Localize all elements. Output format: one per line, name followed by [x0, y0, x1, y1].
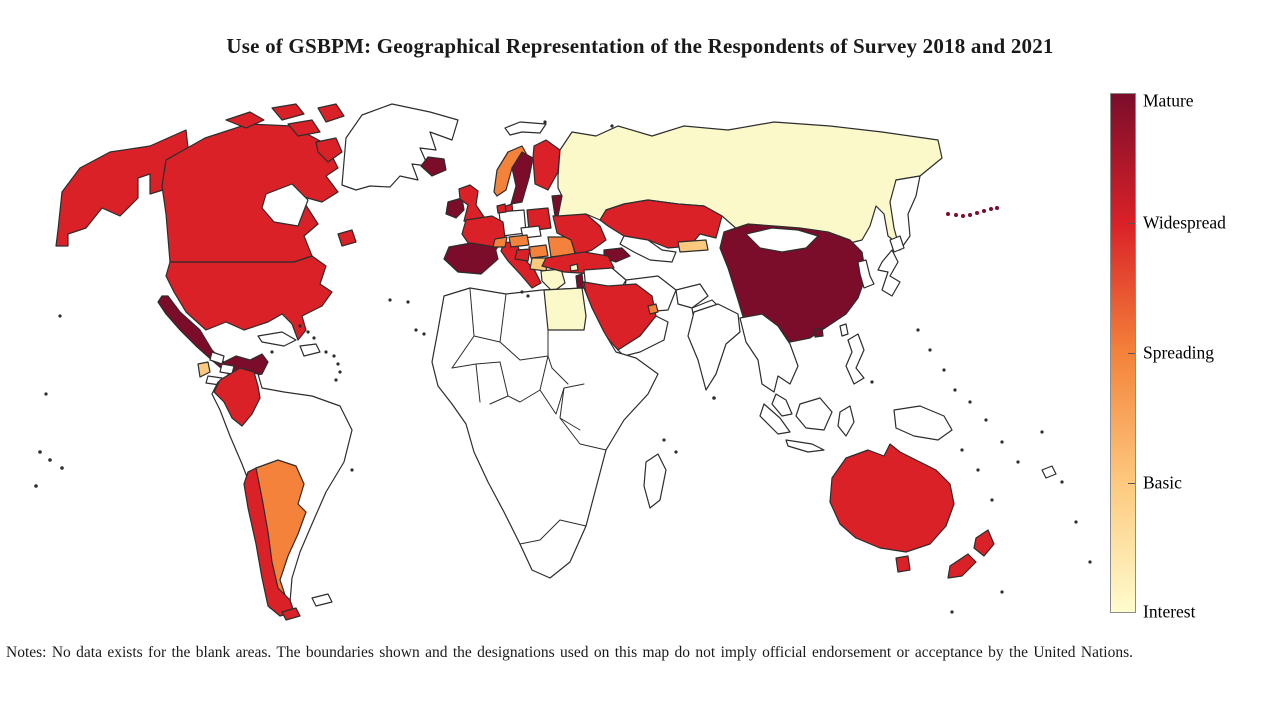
taiwan	[839, 323, 849, 337]
legend-label-basic: Basic	[1143, 472, 1182, 493]
country-finland	[532, 139, 561, 191]
country-hungary	[528, 244, 549, 259]
country-china	[719, 223, 867, 343]
country-egypt	[543, 287, 587, 331]
country-hong-kong	[813, 327, 824, 338]
country-chile	[243, 467, 301, 621]
greenland	[341, 103, 459, 191]
uzbekistan	[619, 235, 677, 263]
fiji	[1041, 465, 1057, 479]
borneo	[795, 397, 833, 431]
falkland-islands	[311, 593, 333, 607]
country-poland	[526, 207, 552, 232]
country-croatia	[514, 248, 531, 262]
country-island-chain-ne-pacific	[946, 206, 999, 218]
indochina	[739, 313, 799, 393]
country-sweden	[510, 151, 534, 205]
country-spain-portugal	[443, 242, 499, 275]
legend-tick	[1128, 353, 1135, 354]
country-canada	[161, 103, 357, 263]
chukotka	[889, 175, 921, 251]
new-guinea	[893, 405, 953, 441]
country-kazakhstan	[599, 199, 723, 249]
philippines	[845, 333, 865, 385]
country-new-zealand	[947, 529, 995, 579]
country-australia	[829, 443, 955, 573]
country-alaska	[55, 129, 189, 247]
hudson-bay	[261, 183, 309, 227]
legend-label-interest: Interest	[1143, 601, 1196, 622]
country-gulf-states	[647, 303, 659, 315]
africa-outline	[431, 287, 659, 579]
country-switzerland	[492, 236, 508, 248]
svalbard	[504, 121, 547, 136]
cuba	[257, 331, 297, 347]
country-benelux	[496, 203, 507, 214]
legend-label-widespread: Widespread	[1143, 212, 1226, 233]
madagascar	[643, 453, 667, 509]
sulawesi	[837, 405, 855, 437]
hispaniola	[299, 343, 321, 357]
japan	[877, 235, 905, 297]
country-ireland	[445, 197, 465, 219]
figure-notes: Notes: No data exists for the blank area…	[6, 644, 1134, 661]
legend-tick	[1128, 483, 1135, 484]
java	[785, 439, 825, 453]
afghanistan	[675, 283, 709, 309]
country-kyrgyzstan	[677, 239, 709, 253]
country-usa	[165, 255, 333, 341]
africa-internal-borders	[451, 288, 607, 545]
india	[687, 303, 741, 391]
legend-tick	[1128, 223, 1135, 224]
country-colombia	[213, 367, 261, 427]
malay-peninsula	[771, 393, 793, 417]
country-austria	[508, 234, 530, 248]
legend-label-mature: Mature	[1143, 90, 1194, 111]
korea	[857, 259, 875, 289]
figure-title: Use of GSBPM: Geographical Representatio…	[226, 34, 1054, 58]
country-ukraine	[552, 213, 607, 256]
legend-label-spreading: Spreading	[1143, 342, 1214, 363]
guatemala	[209, 351, 225, 365]
small-island-dots	[34, 120, 1092, 614]
country-costa-rica	[197, 361, 211, 378]
country-iceland	[420, 156, 447, 177]
country-italy	[500, 240, 542, 289]
mongolia	[745, 227, 819, 253]
country-cyprus	[569, 263, 579, 272]
sumatra	[759, 403, 791, 435]
